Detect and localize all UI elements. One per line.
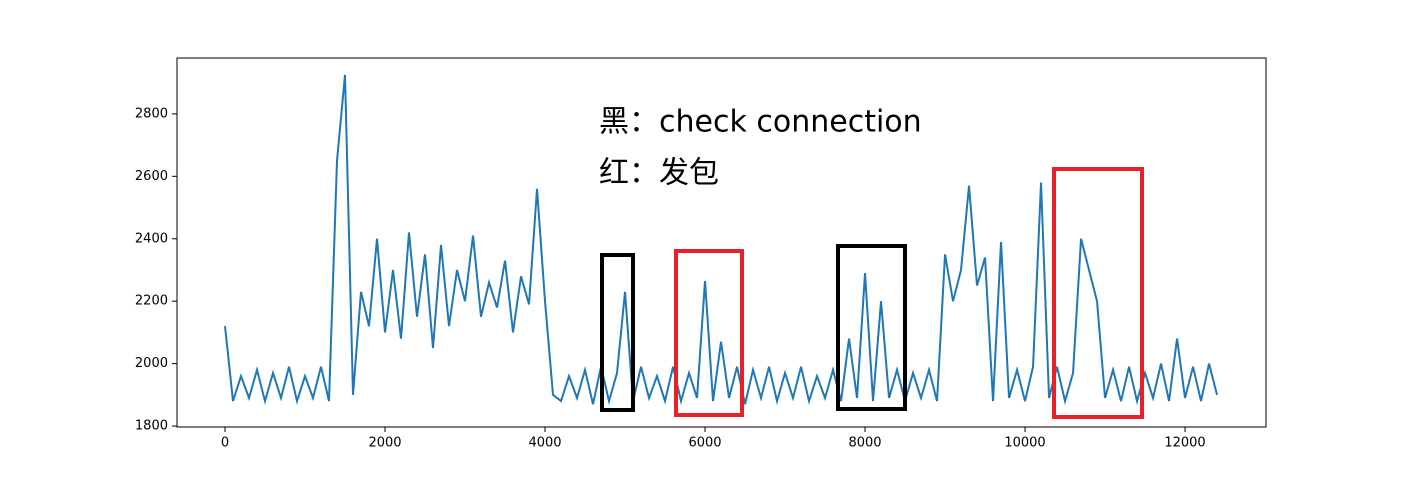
y-tick-label: 1800 xyxy=(135,419,168,434)
data-line xyxy=(224,74,1219,406)
x-tick-label: 2000 xyxy=(368,436,401,451)
x-tick-label: 10000 xyxy=(1004,436,1045,451)
black-box xyxy=(836,244,907,411)
x-tick-label: 0 xyxy=(221,436,229,451)
x-tick-label: 4000 xyxy=(528,436,561,451)
annotation: 黑：check connection xyxy=(599,105,922,140)
y-tick-label: 2000 xyxy=(135,356,168,371)
y-tick-label: 2600 xyxy=(135,169,168,184)
red-box xyxy=(1052,167,1144,419)
y-tick-label: 2200 xyxy=(135,294,168,309)
y-tick-label: 2800 xyxy=(135,106,168,121)
y-tick-label: 2400 xyxy=(135,231,168,246)
x-tick-label: 12000 xyxy=(1164,436,1205,451)
x-tick-label: 6000 xyxy=(688,436,721,451)
black-box xyxy=(600,253,635,412)
highlight-boxes xyxy=(600,167,1144,419)
red-box xyxy=(674,249,744,417)
plot-frame xyxy=(176,57,1267,428)
annotation: 红：发包 xyxy=(599,156,719,191)
x-tick-label: 8000 xyxy=(848,436,881,451)
